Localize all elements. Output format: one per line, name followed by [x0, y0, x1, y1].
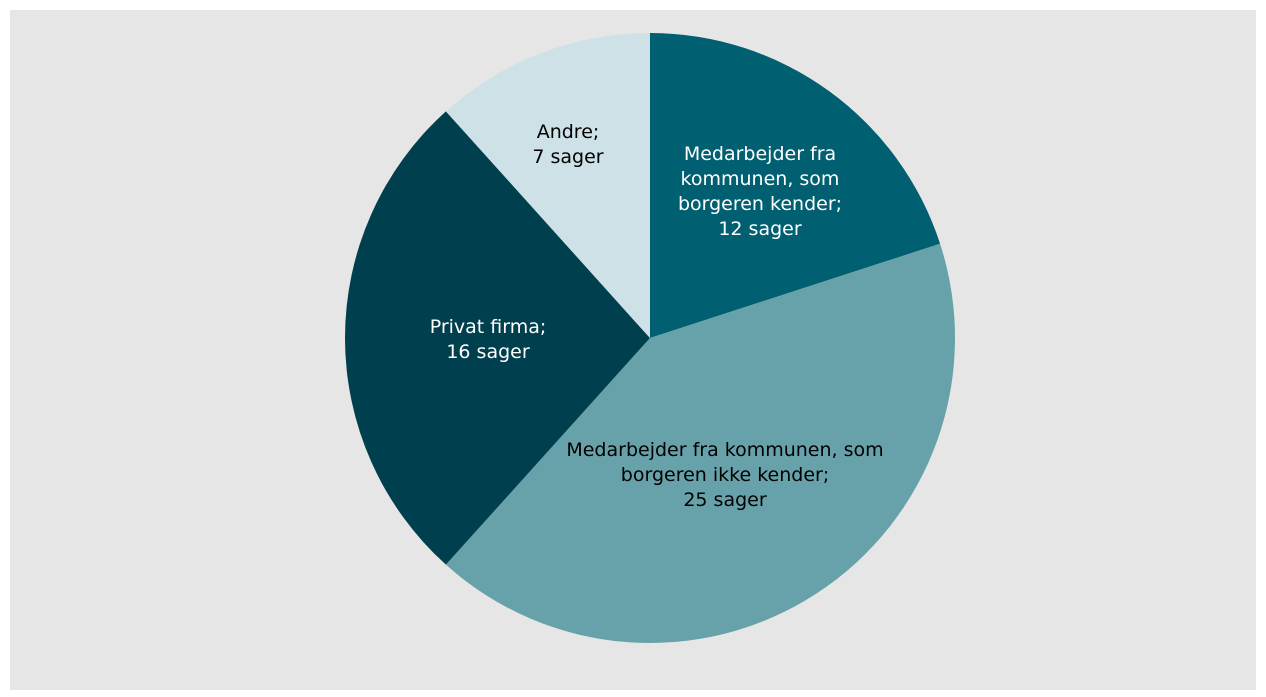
- pie-slice: [445, 243, 956, 644]
- slice-label: Medarbejder fra kommunen, som borgeren k…: [645, 127, 875, 257]
- category-label: Medarbejder fra kommunen, som borgeren k…: [677, 143, 843, 215]
- value-label: 16 sager: [446, 341, 530, 363]
- label-box: Andre; 7 sager: [508, 80, 628, 210]
- value-label: 25 sager: [683, 488, 767, 511]
- label-box: Medarbejder fra kommunen, som borgeren i…: [555, 410, 895, 540]
- category-label: Andre;: [536, 121, 600, 143]
- pie-slice: [345, 111, 650, 565]
- pie-slice: [650, 33, 941, 338]
- slice-label: Andre; 7 sager: [508, 80, 628, 210]
- slice-label: Medarbejder fra kommunen, som borgeren i…: [555, 410, 895, 540]
- category-label: Privat firma;: [429, 316, 547, 338]
- category-label: Medarbejder fra kommunen, som borgeren i…: [566, 438, 884, 486]
- slice-label: Privat firma; 16 sager: [388, 275, 588, 405]
- pie-slice: [445, 33, 650, 338]
- label-box: Privat firma; 16 sager: [388, 275, 588, 405]
- value-label: 12 sager: [718, 218, 802, 240]
- value-label: 7 sager: [532, 146, 604, 168]
- label-box: Medarbejder fra kommunen, som borgeren k…: [645, 127, 875, 257]
